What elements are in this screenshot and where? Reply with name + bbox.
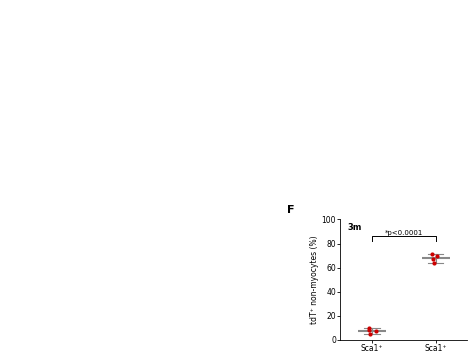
Point — [428, 252, 436, 257]
Point — [366, 331, 374, 337]
Point — [430, 260, 438, 266]
Text: 3m: 3m — [348, 223, 362, 232]
Point — [433, 253, 441, 258]
Text: *p<0.0001: *p<0.0001 — [385, 230, 423, 236]
Point — [365, 327, 373, 332]
Text: F: F — [287, 205, 294, 215]
Y-axis label: tdT⁺ non-myocytes (%): tdT⁺ non-myocytes (%) — [310, 235, 319, 324]
Point — [429, 256, 437, 261]
Point — [365, 326, 373, 331]
Point — [372, 329, 380, 334]
